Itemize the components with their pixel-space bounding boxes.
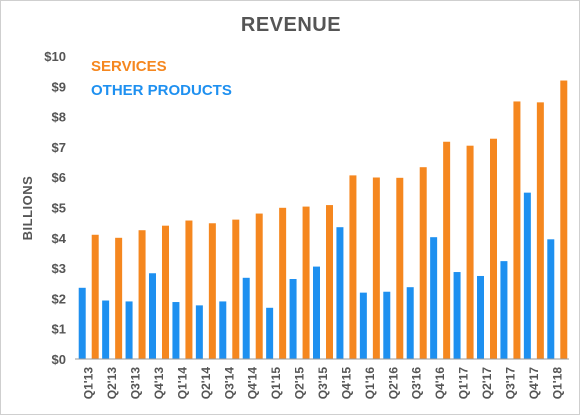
bar-services	[513, 101, 521, 359]
bar-other-products	[336, 227, 344, 359]
x-tick-label: Q1'18	[550, 367, 564, 400]
y-tick-label: $0	[52, 352, 66, 367]
y-tick-label: $3	[52, 261, 66, 276]
bar-services	[372, 177, 380, 359]
bar-services	[490, 138, 497, 359]
y-tick-label: $2	[52, 291, 66, 306]
bar-other-products	[102, 300, 110, 359]
bar-services	[208, 223, 216, 359]
bar-services	[349, 175, 357, 359]
bar-services	[185, 220, 193, 359]
bar-other-products	[172, 302, 180, 359]
legend-services: SERVICES	[91, 58, 167, 75]
bar-other-products	[266, 307, 274, 359]
bar-services	[255, 213, 263, 359]
bar-services	[162, 225, 169, 359]
x-tick-label: Q1'17	[457, 367, 471, 400]
x-tick-label: Q2'16	[386, 367, 400, 400]
bar-services	[302, 206, 310, 359]
legend-other-products: OTHER PRODUCTS	[91, 82, 232, 99]
y-axis-ticks: $0 $1 $2 $3 $4 $5 $6 $7 $8 $9 $10	[44, 49, 66, 367]
bar-other-products	[453, 272, 461, 359]
x-tick-label: Q1'13	[82, 367, 96, 400]
bar-other-products	[547, 239, 555, 359]
bar-other-products	[313, 266, 320, 359]
y-tick-label: $5	[52, 201, 66, 216]
x-tick-label: Q2'13	[105, 367, 119, 400]
x-tick-label: Q4'13	[152, 367, 166, 400]
x-tick-label: Q3'13	[129, 367, 143, 400]
bar-other-products	[219, 301, 227, 359]
x-tick-label: Q4'16	[433, 367, 447, 400]
bars	[78, 80, 568, 360]
x-tick-label: Q1'15	[269, 367, 283, 400]
x-tick-label: Q2'14	[199, 367, 213, 400]
y-tick-label: $8	[52, 110, 66, 125]
bar-services	[560, 80, 568, 359]
x-tick-label: Q2'17	[480, 367, 494, 400]
x-tick-label: Q3'15	[316, 367, 330, 400]
bar-services	[279, 207, 287, 359]
y-tick-label: $9	[52, 79, 66, 94]
y-tick-label: $10	[44, 49, 66, 64]
x-tick-label: Q3'14	[222, 367, 236, 400]
bar-other-products	[406, 287, 414, 359]
bar-other-products	[430, 237, 438, 359]
bar-other-products	[383, 291, 391, 359]
bar-other-products	[78, 287, 86, 359]
bar-services	[466, 145, 474, 359]
y-axis-label: BILLIONS	[20, 176, 35, 241]
bar-other-products	[149, 273, 156, 359]
x-axis-ticks: Q1'13 Q2'13 Q3'13 Q4'13 Q1'14 Q2'14 Q3'14 Q4'14…	[82, 367, 565, 400]
bar-services	[443, 141, 451, 359]
bar-services	[326, 205, 333, 359]
x-tick-label: Q4'15	[339, 367, 353, 400]
bar-services	[91, 234, 99, 359]
bar-other-products	[242, 277, 250, 359]
x-tick-label: Q4'14	[246, 367, 260, 400]
x-tick-label: Q1'16	[363, 367, 377, 400]
bar-services	[232, 219, 240, 359]
x-tick-label: Q3'17	[503, 367, 517, 400]
y-tick-label: $7	[52, 140, 66, 155]
x-tick-label: Q3'16	[410, 367, 424, 400]
bar-other-products	[195, 305, 203, 359]
bar-other-products	[500, 261, 508, 359]
bar-other-products	[359, 292, 367, 359]
bar-services	[138, 230, 146, 359]
x-tick-label: Q2'15	[293, 367, 307, 400]
y-tick-label: $1	[52, 322, 66, 337]
chart-title: REVENUE	[241, 14, 341, 36]
x-tick-label: Q4'17	[527, 367, 541, 400]
x-tick-label: Q1'14	[175, 367, 189, 400]
bar-other-products	[477, 275, 484, 359]
bar-services	[419, 167, 427, 359]
bar-other-products	[125, 301, 133, 359]
y-tick-label: $4	[52, 231, 67, 246]
bar-other-products	[289, 279, 297, 359]
y-tick-label: $6	[52, 170, 66, 185]
bar-services	[396, 177, 404, 359]
bar-services	[115, 237, 123, 359]
bar-other-products	[523, 192, 531, 359]
bar-services	[536, 102, 544, 360]
